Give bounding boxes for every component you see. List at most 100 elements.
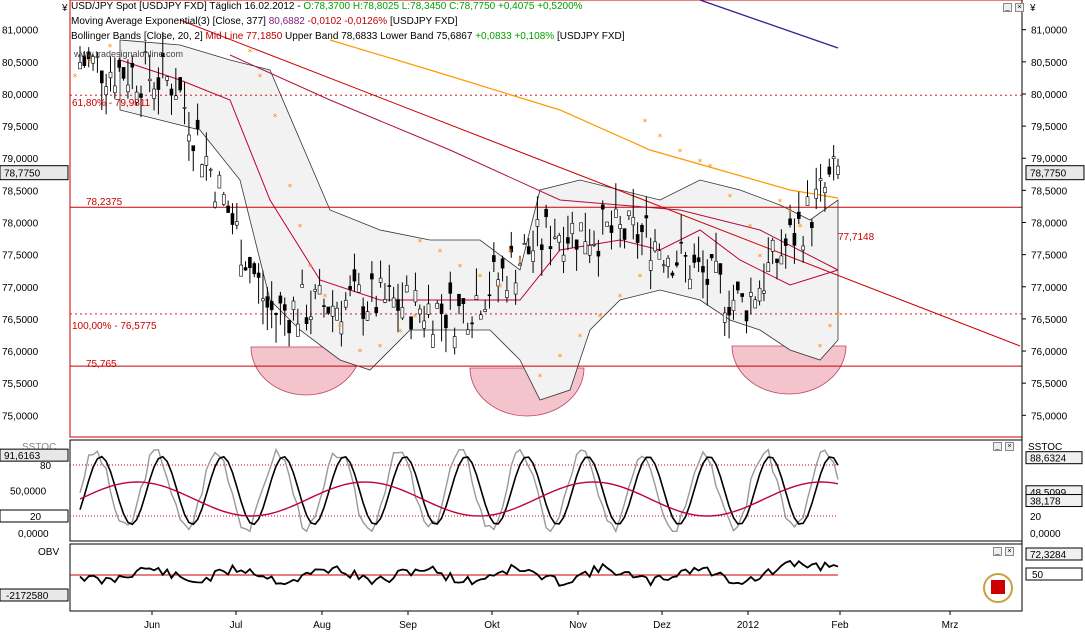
ema-change: -0,0102 -0,0126% [307,16,388,27]
candle [566,215,570,251]
candle-body [165,76,169,81]
candle-body [749,292,753,297]
candle-body [478,314,483,320]
candle [583,212,588,255]
candle-body [426,303,431,315]
candle [818,164,823,202]
stoch-left-50: 50,0000 [10,487,47,498]
stoch-right-tag [1026,527,1082,539]
candle-body [235,221,239,226]
price-tick-label: 76,0000 [1031,347,1068,358]
stoch-left-value: 91,6163 [4,451,41,462]
current-price-tag-left [0,165,69,181]
candle [509,231,514,258]
obv-label: OBV [38,547,59,558]
candle [217,171,222,189]
obv-right-value: 72,3284 [1030,550,1067,561]
candle [727,290,731,339]
candle [539,238,544,276]
price-tick-label: 75,0000 [1031,411,1068,422]
psar-star: * [578,333,583,343]
left-price-tick-label: 76,0000 [2,347,39,358]
candle-body [823,187,827,194]
bb-change: +0,0833 +0,108% [475,31,555,42]
stoch-minimize-button[interactable]: _ [993,442,1002,451]
candle-body [531,250,535,262]
trend-line-down [179,19,1021,347]
month-label: Okt [484,620,500,631]
month-label: Jun [144,620,160,631]
close-button[interactable]: × [1015,3,1024,12]
ema-line [329,39,839,199]
candle-body [99,70,104,84]
candle-body [147,78,152,82]
candle-body [740,293,744,297]
candle [431,320,435,348]
price-tick-label: 80,5000 [1031,58,1068,69]
candle-body [435,303,440,309]
candle-body [627,210,631,216]
stoch-right-tick-label: 38,178 [1030,497,1061,508]
candle-body [422,320,426,329]
candle-body [431,334,435,348]
obv-close-button[interactable]: × [1005,547,1014,556]
candle [631,188,636,240]
month-label: Nov [569,620,587,631]
psar-star: * [798,223,803,233]
candle-body [204,156,209,166]
candle [252,261,257,278]
candle [365,301,370,321]
candle-body [143,51,148,54]
candle [221,191,226,207]
month-label: Sep [399,620,417,631]
candle-body [169,88,174,96]
psar-star: * [638,273,643,283]
obv-minimize-button[interactable]: _ [993,547,1002,556]
candle-body [304,317,309,324]
candle [391,286,396,308]
price-tick-label: 80,0000 [1031,90,1068,101]
candle-body [95,56,100,58]
candle [627,210,631,221]
candle-body [766,262,771,273]
minimize-button[interactable]: _ [1003,3,1012,12]
candle [330,290,335,333]
candle [383,283,387,304]
stoch-left-20: 20 [30,512,42,523]
candle [600,200,605,235]
stoch-close-button[interactable]: × [1005,442,1014,451]
stoch-label-right: SSTOC [1028,442,1062,453]
left-price-tick-label: 79,0000 [2,154,39,165]
psar-star: * [273,113,278,123]
candle-body [156,77,161,90]
candle [396,283,400,333]
candle-body [522,242,527,245]
candle-body [191,145,196,152]
candle-body [404,285,409,293]
candle [278,291,283,325]
psar-star: * [598,313,603,323]
candle [248,256,252,284]
candle [513,269,518,305]
candle [139,85,143,118]
candle [269,281,274,329]
candle-body [352,269,357,282]
candle [614,183,618,218]
psar-star: * [358,348,363,358]
candle [744,310,749,334]
header-line-2: Moving Average Exponential(3) [Close, 37… [71,16,458,28]
candle [191,145,196,172]
candle-body [448,282,453,294]
candle-body [313,288,318,292]
candle [518,255,522,266]
stoch-right-tick-label: 88,6324 [1030,454,1067,465]
candle-body [731,299,736,311]
candle-body [688,278,692,290]
candle-body [91,56,95,64]
candle [701,250,705,299]
candle-body [718,263,723,275]
candle [361,297,365,336]
candle [635,222,640,259]
candle [500,255,505,282]
psar-star: * [778,198,783,208]
